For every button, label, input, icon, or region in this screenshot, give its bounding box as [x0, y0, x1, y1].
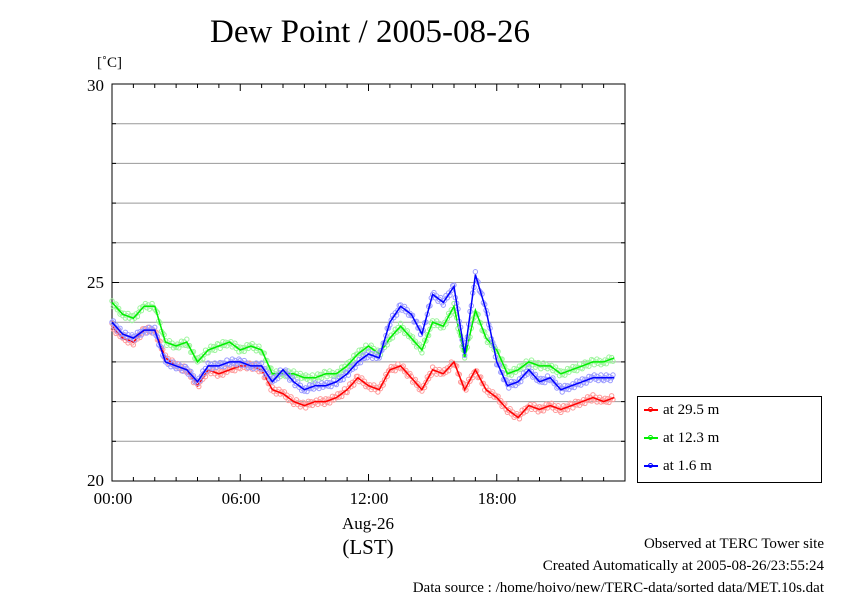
data-point [118, 310, 125, 316]
data-point [423, 379, 429, 385]
data-point [206, 346, 213, 353]
data-point [381, 377, 388, 383]
data-point [531, 373, 537, 379]
legend-swatch-green [644, 435, 658, 440]
data-point [411, 378, 417, 384]
data-point [242, 345, 249, 351]
data-point [542, 404, 548, 411]
legend-label: at 29.5 m [663, 401, 720, 418]
data-point [599, 376, 605, 382]
data-point [604, 357, 611, 364]
data-point [464, 382, 471, 388]
data-point [115, 326, 122, 333]
data-point [563, 369, 569, 375]
data-point [420, 343, 426, 350]
footer-created: Created Automatically at 2005-08-26/23:5… [542, 558, 824, 574]
data-point [387, 367, 393, 373]
y-tick-label: 20 [87, 471, 104, 490]
data-point [403, 329, 409, 335]
x-tick-label: 06:00 [221, 489, 261, 508]
y-tick-label: 25 [87, 273, 104, 292]
data-point [448, 287, 455, 294]
data-point [177, 341, 183, 348]
legend-item: at 12.3 m [644, 428, 719, 448]
data-point [427, 326, 433, 332]
legend: at 29.5 m at 12.3 m at 1.6 m [637, 396, 822, 483]
chart-title: Dew Point / 2005-08-26 [210, 14, 530, 50]
legend-label: at 1.6 m [663, 457, 712, 474]
data-point [148, 328, 154, 335]
data-point [408, 335, 414, 341]
data-point [238, 348, 245, 354]
data-point [320, 384, 326, 390]
data-point [324, 399, 330, 406]
data-point [328, 396, 334, 403]
x-axis-unit-label: (LST) [342, 535, 394, 559]
data-point [254, 364, 261, 370]
data-point [111, 302, 118, 309]
data-point [399, 364, 405, 371]
x-tick-label: 12:00 [349, 489, 389, 508]
series-line [111, 301, 615, 379]
series-line [111, 274, 615, 391]
data-point [213, 364, 219, 370]
x-tick-label: 00:00 [93, 489, 133, 508]
data-point [494, 394, 500, 401]
x-axis-date-label: Aug-26 [342, 514, 394, 533]
legend-swatch-blue [644, 463, 658, 468]
data-point [109, 319, 115, 325]
data-point [560, 385, 567, 392]
data-point [415, 342, 421, 349]
data-point [500, 402, 507, 408]
data-point [548, 376, 555, 382]
data-point [583, 397, 589, 403]
y-tick-label: 30 [87, 76, 104, 95]
data-point [444, 316, 451, 322]
data-point [405, 372, 412, 378]
legend-item: at 1.6 m [644, 456, 712, 476]
legend-label: at 12.3 m [663, 429, 720, 446]
y-axis-unit: [˚C] [97, 55, 122, 71]
footer-source: Data source : /home/hoivo/new/TERC-data/… [412, 580, 824, 596]
data-point [186, 370, 193, 376]
x-tick-label: 18:00 [477, 489, 517, 508]
data-point [305, 385, 312, 391]
footer-site: Observed at TERC Tower site [643, 536, 824, 552]
data-point [472, 269, 479, 275]
legend-swatch-red [644, 407, 658, 412]
legend-item: at 29.5 m [644, 400, 719, 420]
data-point [288, 376, 294, 382]
data-point [319, 400, 325, 406]
data-point [221, 369, 227, 375]
data-point [600, 398, 607, 405]
data-point [555, 384, 561, 390]
